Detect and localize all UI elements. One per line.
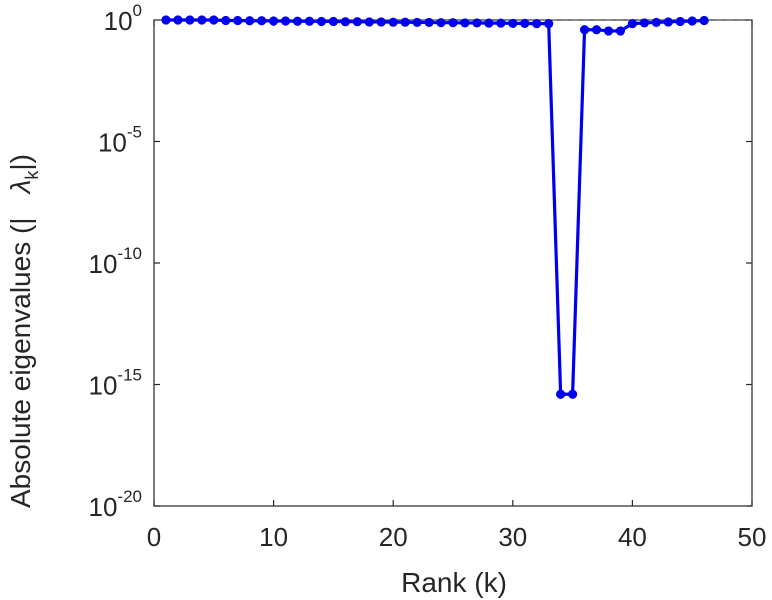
x-tick-label: 20 xyxy=(379,522,408,552)
data-point xyxy=(532,19,542,29)
data-point xyxy=(292,16,303,26)
y-axis-title-subscript: k xyxy=(22,170,42,180)
data-point xyxy=(615,26,626,36)
data-point xyxy=(651,17,661,28)
data-point xyxy=(412,17,422,28)
x-tick-label: 50 xyxy=(738,522,767,552)
y-tick-base: 10 xyxy=(89,371,118,401)
x-tick-label: 30 xyxy=(498,522,527,552)
y-axis-title-close: |) xyxy=(5,154,36,171)
data-point xyxy=(316,16,327,27)
data-point xyxy=(400,17,410,27)
data-point xyxy=(508,18,518,29)
x-tick-labels: 0 10 20 30 40 50 xyxy=(147,522,767,552)
data-point xyxy=(556,389,566,399)
data-point xyxy=(675,16,685,27)
y-tick-base: 10 xyxy=(98,128,127,158)
data-point xyxy=(472,18,482,28)
data-point xyxy=(484,18,494,28)
data-point xyxy=(340,17,350,27)
data-point xyxy=(185,15,195,25)
data-point xyxy=(663,17,673,27)
y-tick-label: 10-20 xyxy=(89,487,143,522)
data-point xyxy=(687,16,697,26)
y-tick-label: 10-15 xyxy=(89,366,143,401)
y-tick-label: 100 xyxy=(104,1,142,36)
data-point xyxy=(627,19,638,29)
data-point xyxy=(161,15,171,25)
data-point xyxy=(245,16,255,26)
x-axis-title: Rank (k) xyxy=(401,567,507,598)
y-tick-base: 10 xyxy=(89,249,118,279)
data-point xyxy=(364,17,374,27)
y-axis-title-symbol: λ xyxy=(5,180,36,196)
y-tick-exponent: -5 xyxy=(127,123,142,142)
y-tick-exponent: -15 xyxy=(117,366,142,385)
data-point xyxy=(197,15,207,25)
data-point xyxy=(209,15,219,25)
y-axis-title-text: Absolute eigenvalues (| λk|) xyxy=(5,154,42,508)
x-tick-label: 0 xyxy=(147,522,161,552)
data-point xyxy=(568,389,578,399)
data-point xyxy=(269,16,279,26)
y-tick-exponent: 0 xyxy=(133,1,142,20)
data-point xyxy=(448,18,458,28)
data-point xyxy=(544,19,554,29)
y-tick-label: 10-10 xyxy=(89,244,143,279)
y-tick-base: 10 xyxy=(104,6,133,36)
y-axis-title-main: Absolute eigenvalues (| xyxy=(5,217,36,508)
data-point xyxy=(280,16,291,26)
data-point xyxy=(591,25,602,35)
data-point xyxy=(328,16,338,27)
y-tick-exponent: -20 xyxy=(117,487,142,506)
series-line xyxy=(165,18,705,396)
data-point xyxy=(496,18,506,28)
y-tick-exponent: -10 xyxy=(117,244,142,263)
data-point xyxy=(639,18,649,28)
data-point xyxy=(460,18,470,28)
data-point xyxy=(520,18,530,29)
data-point xyxy=(579,25,590,35)
data-point xyxy=(424,17,434,28)
data-point xyxy=(257,16,267,26)
data-point xyxy=(699,15,709,26)
data-point xyxy=(233,15,243,26)
y-tick-label: 10-5 xyxy=(98,123,142,158)
data-point xyxy=(173,15,183,25)
data-point xyxy=(376,17,386,27)
data-point xyxy=(304,16,315,26)
series-layer xyxy=(161,15,709,399)
y-tick-base: 10 xyxy=(89,492,118,522)
x-tick-label: 40 xyxy=(618,522,647,552)
data-point xyxy=(436,18,446,28)
data-point xyxy=(352,17,362,27)
data-point xyxy=(221,15,231,26)
data-point xyxy=(388,17,398,27)
data-point xyxy=(603,26,614,36)
y-axis-title: Absolute eigenvalues (| λk|) xyxy=(5,154,42,508)
x-tick-label: 10 xyxy=(259,522,288,552)
